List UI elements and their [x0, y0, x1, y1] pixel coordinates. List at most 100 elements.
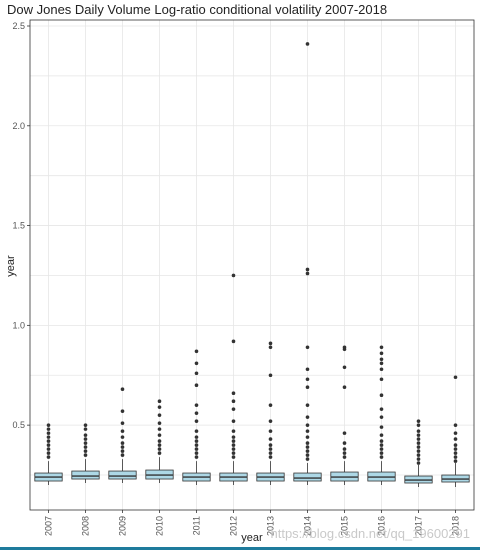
- outlier-point: [305, 42, 310, 46]
- outlier-point: [46, 447, 51, 451]
- outlier-point: [231, 339, 236, 344]
- outlier-point: [231, 407, 236, 411]
- outlier-point: [416, 433, 421, 437]
- outlier-point: [120, 421, 125, 425]
- outlier-point: [342, 447, 347, 451]
- outliers: [46, 42, 458, 465]
- outlier-point: [157, 447, 162, 451]
- outlier-point: [194, 447, 199, 451]
- outlier-point: [305, 415, 310, 419]
- outlier-point: [157, 439, 162, 443]
- outlier-point: [342, 451, 347, 455]
- x-tick-label-2016: 2016: [377, 516, 387, 536]
- outlier-point: [379, 407, 384, 411]
- outlier-point: [305, 271, 310, 276]
- outlier-point: [379, 415, 384, 419]
- outlier-point: [268, 451, 273, 455]
- outlier-point: [120, 429, 125, 433]
- outlier-point: [120, 387, 125, 392]
- outlier-point: [157, 427, 162, 431]
- outlier-point: [83, 427, 88, 431]
- outlier-point: [268, 341, 273, 346]
- outlier-point: [453, 459, 458, 463]
- chart-title: Dow Jones Daily Volume Log-ratio conditi…: [7, 2, 387, 17]
- outlier-point: [194, 383, 199, 388]
- outlier-point: [379, 439, 384, 443]
- outlier-point: [120, 435, 125, 439]
- outlier-point: [268, 443, 273, 447]
- x-tick-label-2012: 2012: [229, 516, 239, 536]
- y-axis-ticks: 0.5 1.0 1.5 2.0 2.5: [12, 21, 30, 430]
- outlier-point: [46, 455, 51, 459]
- outlier-point: [416, 449, 421, 453]
- x-tick-label-2014: 2014: [303, 516, 313, 536]
- outlier-point: [194, 439, 199, 443]
- outlier-point: [305, 345, 310, 350]
- outlier-point: [157, 399, 162, 403]
- outlier-point: [194, 349, 199, 354]
- outlier-point: [305, 267, 310, 272]
- outlier-point: [194, 429, 199, 433]
- outlier-point: [305, 449, 310, 453]
- outlier-point: [268, 373, 273, 378]
- outlier-point: [453, 437, 458, 441]
- y-axis-title: year: [5, 255, 17, 277]
- outlier-point: [453, 455, 458, 459]
- outlier-point: [453, 447, 458, 451]
- outlier-point: [194, 403, 199, 407]
- outlier-point: [231, 443, 236, 447]
- outlier-point: [416, 461, 421, 465]
- outlier-point: [120, 441, 125, 445]
- x-tick-label-2013: 2013: [266, 516, 276, 536]
- outlier-point: [379, 361, 384, 366]
- outlier-point: [120, 453, 125, 457]
- outlier-point: [231, 429, 236, 433]
- x-tick-label-2018: 2018: [451, 516, 461, 536]
- outlier-point: [157, 443, 162, 447]
- outlier-point: [46, 439, 51, 443]
- outlier-point: [453, 443, 458, 447]
- outlier-point: [194, 419, 199, 423]
- outlier-point: [194, 371, 199, 376]
- y-tick-label: 2.0: [12, 121, 25, 131]
- y-tick-label: 1.5: [12, 221, 25, 231]
- outlier-point: [416, 437, 421, 441]
- outlier-point: [305, 429, 310, 433]
- outlier-point: [268, 429, 273, 433]
- outlier-point: [305, 385, 310, 390]
- outlier-point: [379, 377, 384, 382]
- outlier-point: [268, 447, 273, 451]
- outlier-point: [231, 451, 236, 455]
- outlier-point: [305, 423, 310, 427]
- outlier-point: [416, 429, 421, 433]
- outlier-point: [120, 445, 125, 449]
- outlier-point: [342, 441, 347, 445]
- outlier-point: [120, 449, 125, 453]
- x-tick-label-2011: 2011: [192, 516, 202, 535]
- outlier-point: [157, 433, 162, 437]
- outlier-point: [83, 433, 88, 437]
- outlier-point: [231, 435, 236, 439]
- outlier-point: [194, 435, 199, 439]
- outlier-point: [305, 367, 310, 372]
- outlier-point: [46, 427, 51, 431]
- grid: [30, 20, 474, 510]
- outlier-point: [83, 423, 88, 427]
- outlier-point: [194, 451, 199, 455]
- outlier-point: [453, 423, 458, 427]
- outlier-point: [194, 455, 199, 459]
- panel-border: [29, 19, 475, 511]
- boxes: [34, 457, 470, 488]
- outlier-point: [46, 435, 51, 439]
- outlier-point: [231, 447, 236, 451]
- outlier-point: [342, 345, 347, 350]
- outlier-point: [46, 431, 51, 435]
- x-tick-label-2010: 2010: [155, 516, 165, 536]
- outlier-point: [157, 421, 162, 425]
- outlier-point: [416, 441, 421, 445]
- outlier-point: [379, 443, 384, 447]
- outlier-point: [305, 457, 310, 461]
- outlier-point: [268, 403, 273, 407]
- outlier-point: [83, 437, 88, 441]
- outlier-point: [83, 449, 88, 453]
